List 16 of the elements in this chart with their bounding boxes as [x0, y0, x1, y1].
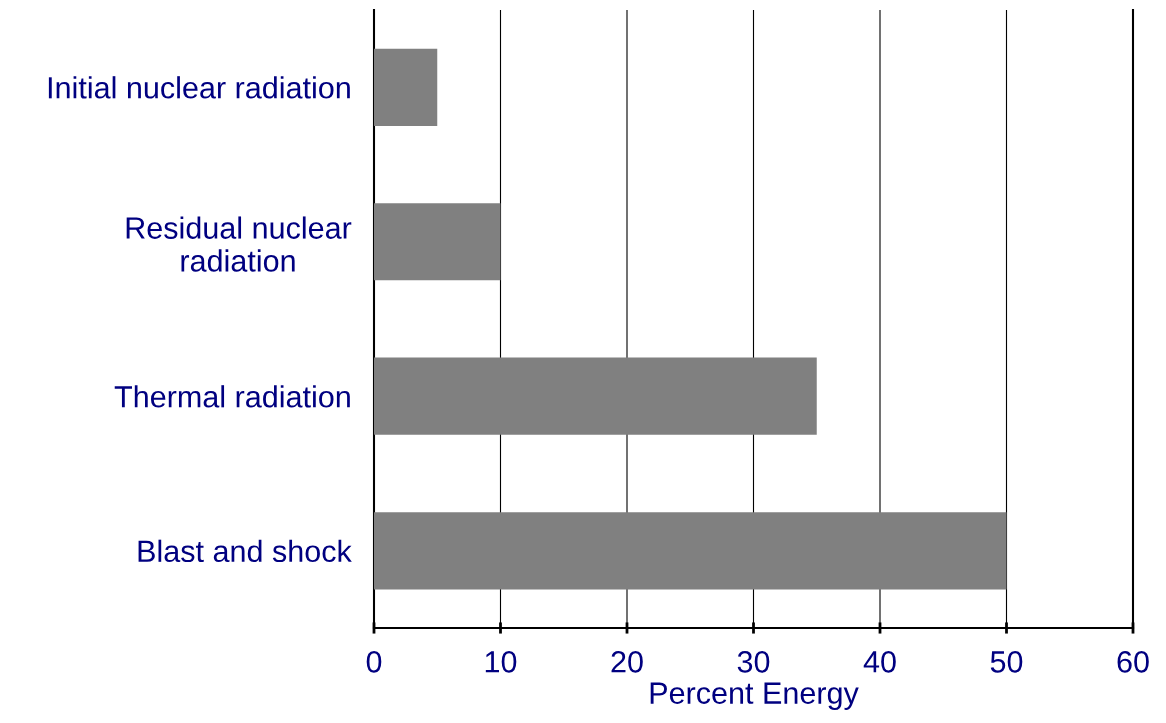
x-axis-title: Percent Energy [650, 682, 859, 710]
y-tick-label: Residual nuclear radiation [126, 216, 352, 272]
x-tick-label: 30 [737, 651, 770, 673]
x-tick-label: 60 [1117, 651, 1149, 673]
bar [374, 512, 1007, 590]
y-tick-label: Blast and shock [138, 539, 352, 563]
x-tick-label: 20 [611, 651, 643, 673]
y-tick-label: Thermal radiation [114, 385, 350, 408]
y-tick-label: Initial nuclear radiation [48, 76, 350, 99]
bar [374, 357, 817, 435]
x-tick-label: 10 [485, 651, 517, 673]
bar [374, 203, 501, 281]
x-tick-label: 50 [990, 651, 1023, 673]
x-tick-label: 40 [863, 651, 896, 673]
x-tick-label: 0 [366, 651, 382, 673]
bar [374, 48, 438, 126]
